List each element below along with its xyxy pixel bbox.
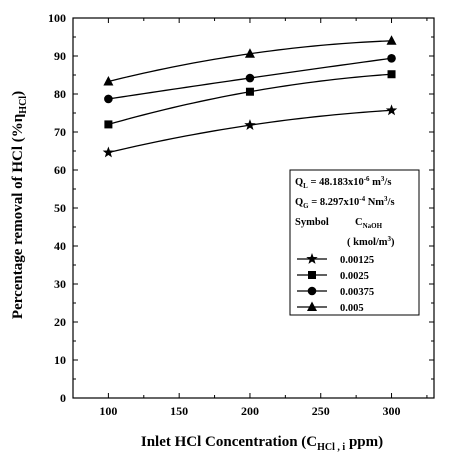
data-point-circle: [387, 53, 396, 63]
legend-qg-sup: -4: [359, 195, 365, 203]
x-tick-label: 200: [241, 404, 259, 418]
y-tick-label: 60: [54, 163, 66, 177]
legend-c-header-sub: NaOH: [363, 222, 383, 230]
legend-label: 0.00125: [340, 255, 374, 266]
x-axis-title: Inlet HCl Concentration (CHCl , i ppm): [141, 434, 383, 453]
legend-ql-main: Q: [295, 177, 303, 188]
data-point-triangle: [386, 35, 397, 45]
y-axis-title-main: Percentage removal of HCl (%η: [10, 114, 26, 319]
legend-units-main: ( kmol/m: [347, 237, 388, 248]
legend-marker-circle: [307, 286, 317, 296]
legend: QL = 48.183x10-6 m3/s QG = 8.297x10-4 Nm…: [289, 169, 420, 316]
legend-label: 0.005: [340, 303, 364, 314]
series-line-0.00125: [108, 109, 392, 154]
data-point-star: [102, 146, 115, 158]
y-tick-label: 70: [54, 125, 66, 139]
legend-ql-sub: L: [303, 182, 308, 190]
data-point-star: [244, 119, 256, 131]
data-point-circle: [104, 94, 113, 104]
y-tick-label: 100: [48, 11, 66, 25]
x-tick-label: 100: [99, 404, 117, 418]
legend-marker-star: [306, 253, 318, 264]
legend-c-header-main: C: [355, 217, 363, 228]
data-point-square: [104, 120, 113, 129]
data-point-triangle: [244, 48, 255, 58]
x-axis-title-tail: ppm): [345, 434, 383, 450]
y-axis-title-sub: HCl: [18, 96, 29, 114]
data-point-star: [385, 104, 398, 116]
y-tick-label: 10: [54, 353, 66, 367]
legend-label: 0.0025: [340, 271, 369, 282]
x-tick-label: 250: [312, 404, 330, 418]
legend-units: ( kmol/m3): [347, 235, 395, 248]
legend-c-header: CNaOH: [355, 217, 383, 230]
y-axis-title: Percentage removal of HCl (%ηHCl): [10, 91, 29, 319]
legend-ql-tail: m: [370, 177, 382, 188]
data-point-circle: [245, 73, 255, 83]
legend-marker-square: [308, 271, 316, 279]
x-tick-label: 150: [170, 404, 188, 418]
legend-ql-sup2: 3: [381, 175, 385, 183]
legend-qg-tail2: /s: [387, 197, 395, 208]
legend-ql-rest: = 48.183x10: [308, 177, 364, 188]
legend-qg-sup2: 3: [384, 195, 388, 203]
y-tick-label: 0: [60, 391, 66, 405]
data-point-triangle: [103, 75, 114, 86]
y-tick-label: 40: [54, 239, 66, 253]
y-tick-label: 90: [54, 49, 66, 63]
y-tick-label: 20: [54, 315, 66, 329]
axis-ticks: 0 10 20 30 40 50 60 70 80 90 100 100 150 200 250 300: [48, 11, 434, 418]
x-tick-label: 300: [383, 404, 401, 418]
x-axis-title-sub: HCl , i: [317, 442, 345, 453]
y-tick-label: 30: [54, 277, 66, 291]
y-tick-label: 50: [54, 201, 66, 215]
legend-units-sup: 3: [388, 235, 392, 243]
legend-ql-sup: -6: [364, 175, 370, 183]
legend-qg-tail: Nm: [365, 197, 384, 208]
y-axis-title-tail: ): [10, 91, 26, 96]
legend-qg-sub: G: [303, 202, 309, 210]
legend-rows: 0.00125 0.0025 0.00375 0.005: [297, 253, 374, 314]
data-point-square: [245, 87, 254, 96]
y-tick-label: 80: [54, 87, 66, 101]
legend-qg: QG = 8.297x10-4 Nm3/s: [295, 195, 395, 210]
legend-units-tail: ): [391, 237, 395, 248]
legend-ql-tail2: /s: [383, 177, 391, 188]
x-axis-title-main: Inlet HCl Concentration (C: [141, 434, 317, 450]
series-group: [102, 35, 398, 158]
legend-label: 0.00375: [340, 287, 374, 298]
legend-ql: QL = 48.183x10-6 m3/s: [295, 175, 391, 190]
legend-marker-triangle: [307, 301, 317, 311]
data-point-square: [387, 70, 396, 79]
legend-symbol-header: Symbol: [295, 217, 329, 228]
legend-qg-rest: = 8.297x10: [309, 197, 360, 208]
legend-qg-main: Q: [295, 197, 303, 208]
